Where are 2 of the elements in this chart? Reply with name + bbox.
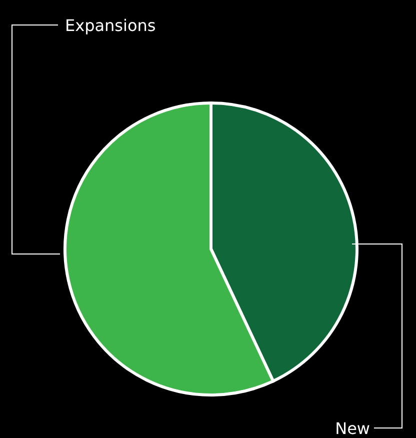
slice-label: New <box>335 419 370 438</box>
slice-label: Expansions <box>65 16 156 35</box>
